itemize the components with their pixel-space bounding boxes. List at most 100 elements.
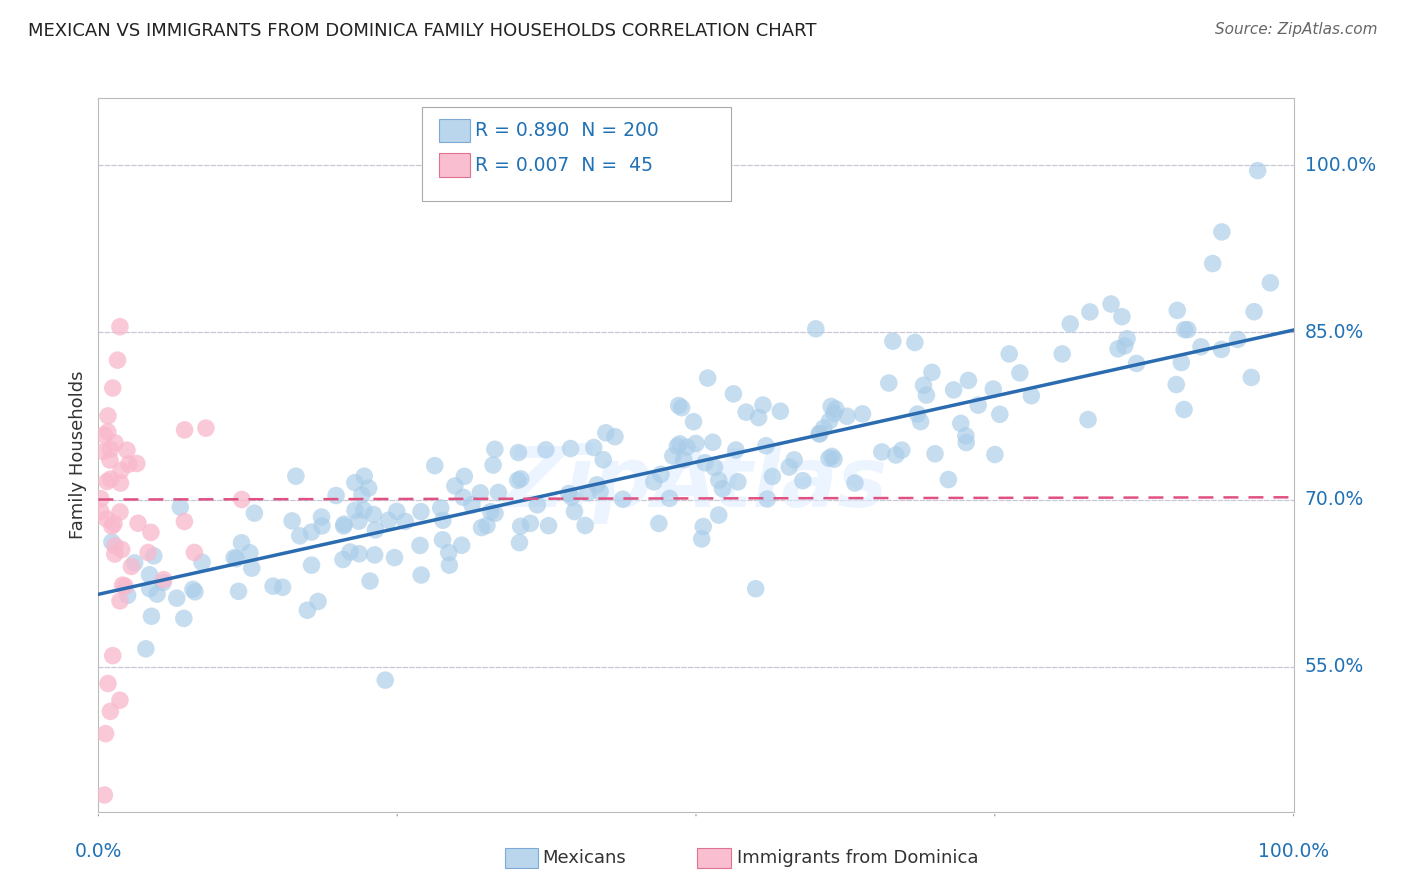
Point	[297, 603, 319, 617]
Point	[450, 538, 472, 552]
Point	[1243, 304, 1265, 318]
Point	[1166, 377, 1188, 392]
Point	[1078, 305, 1101, 319]
Point	[103, 516, 125, 531]
Point	[101, 535, 124, 549]
Point	[93, 428, 115, 442]
Point	[124, 556, 146, 570]
Point	[823, 452, 845, 467]
Point	[1177, 323, 1199, 337]
Point	[508, 535, 530, 549]
Point	[692, 519, 714, 533]
Point	[437, 545, 460, 559]
Point	[907, 407, 929, 421]
Point	[1189, 340, 1212, 354]
Point	[603, 430, 626, 444]
Point	[1111, 310, 1133, 324]
Point	[821, 450, 844, 464]
Point	[820, 400, 842, 414]
Point	[444, 479, 467, 493]
Point	[870, 445, 893, 459]
Point	[526, 498, 548, 512]
Point	[586, 478, 609, 492]
Point	[311, 519, 333, 533]
Text: 100.0%: 100.0%	[1258, 842, 1329, 862]
Point	[343, 475, 366, 490]
Point	[108, 505, 131, 519]
Point	[411, 568, 433, 582]
Point	[94, 727, 117, 741]
Point	[702, 435, 724, 450]
Point	[409, 538, 432, 552]
Point	[693, 456, 716, 470]
Point	[748, 410, 770, 425]
Text: Immigrants from Dominica: Immigrants from Dominica	[737, 849, 979, 867]
Point	[385, 504, 408, 518]
Point	[224, 550, 246, 565]
Point	[1174, 323, 1197, 337]
Point	[139, 525, 162, 540]
Point	[818, 414, 841, 428]
Point	[650, 467, 672, 482]
Point	[955, 429, 977, 443]
Point	[141, 609, 163, 624]
Point	[138, 582, 160, 596]
Point	[957, 374, 980, 388]
Point	[377, 513, 399, 527]
Point	[558, 486, 581, 500]
Point	[724, 442, 747, 457]
Point	[818, 451, 841, 466]
Point	[96, 475, 118, 489]
Point	[194, 421, 217, 435]
Point	[658, 491, 681, 506]
Point	[998, 347, 1021, 361]
Point	[915, 388, 938, 402]
Point	[769, 404, 792, 418]
Point	[231, 492, 253, 507]
Point	[703, 460, 725, 475]
Point	[347, 514, 370, 528]
Y-axis label: Family Households: Family Households	[69, 371, 87, 539]
Point	[877, 376, 900, 390]
Point	[307, 594, 329, 608]
Point	[299, 525, 322, 540]
Point	[240, 561, 263, 575]
Point	[183, 545, 205, 559]
Point	[808, 426, 831, 441]
Point	[519, 516, 541, 531]
Point	[808, 426, 831, 441]
Point	[884, 448, 907, 462]
Point	[288, 529, 311, 543]
Point	[347, 547, 370, 561]
Text: Source: ZipAtlas.com: Source: ZipAtlas.com	[1215, 22, 1378, 37]
Point	[284, 469, 307, 483]
Point	[696, 371, 718, 385]
Point	[988, 407, 1011, 421]
Point	[439, 558, 461, 573]
Point	[423, 458, 446, 473]
Point	[560, 442, 582, 456]
Point	[332, 519, 354, 533]
Point	[1240, 370, 1263, 384]
Point	[835, 409, 858, 424]
Point	[231, 535, 253, 549]
Point	[643, 475, 665, 489]
Point	[727, 475, 749, 489]
Point	[184, 584, 207, 599]
Point	[690, 532, 713, 546]
Point	[107, 353, 129, 368]
Point	[912, 378, 935, 392]
Point	[173, 611, 195, 625]
Point	[778, 460, 800, 475]
Point	[823, 407, 845, 421]
Point	[942, 383, 965, 397]
Point	[752, 398, 775, 412]
Point	[981, 382, 1004, 396]
Point	[394, 515, 416, 529]
Point	[564, 504, 586, 518]
Point	[745, 582, 768, 596]
Point	[101, 381, 124, 395]
Point	[90, 491, 112, 506]
Point	[243, 506, 266, 520]
Point	[239, 546, 262, 560]
